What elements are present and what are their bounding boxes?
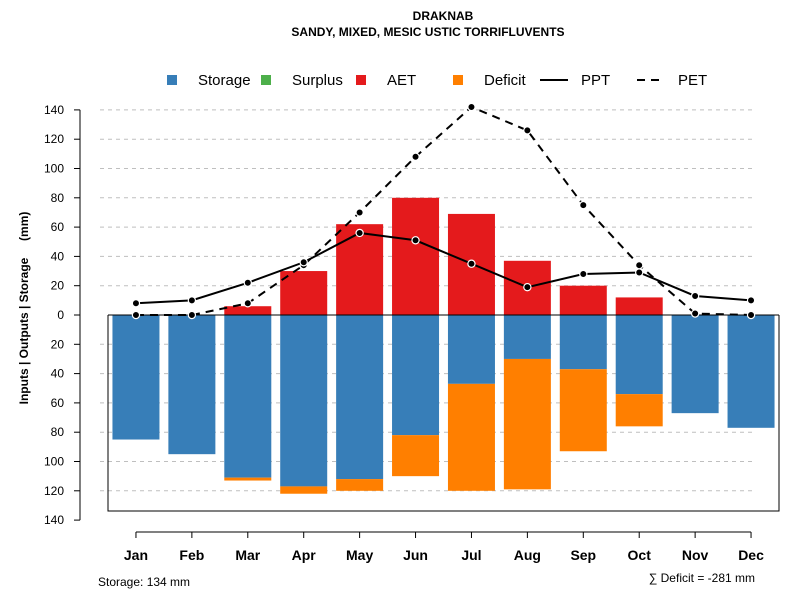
storage-footnote: Storage: 134 mm — [98, 575, 190, 589]
storage-bar-mar — [224, 315, 272, 478]
storage-bar-jun — [392, 315, 440, 436]
ppt-point-jun — [411, 236, 420, 245]
deficit-bar-oct — [615, 394, 663, 427]
pet-line — [135, 105, 752, 316]
deficit-footnote: ∑ Deficit = -281 mm — [649, 571, 755, 585]
x-tick-label-dec: Dec — [738, 547, 764, 563]
deficit-bar-may — [336, 479, 384, 491]
ppt-point-nov — [690, 291, 700, 301]
x-tick-label-nov: Nov — [682, 547, 709, 563]
x-tick-label-oct: Oct — [628, 547, 652, 563]
x-tick-label-feb: Feb — [179, 547, 204, 563]
aet-bar-oct — [615, 297, 663, 315]
x-tick-label-sep: Sep — [570, 547, 596, 563]
pet-point-sep — [579, 200, 588, 210]
y-tick-label: 140 — [44, 103, 64, 117]
x-tick-label-mar: Mar — [235, 547, 260, 563]
ppt-point-jan — [131, 299, 141, 308]
deficit-bar-jul — [447, 383, 495, 491]
y-tick-label: 100 — [44, 455, 64, 469]
x-tick-label-jan: Jan — [124, 547, 148, 563]
legend-swatch-deficit — [453, 75, 463, 85]
deficit-bar-apr — [280, 486, 328, 494]
x-tick-label-jun: Jun — [403, 547, 428, 563]
y-tick-label: 120 — [44, 484, 64, 498]
legend-swatch-surplus — [261, 75, 271, 85]
deficit-bar-aug — [503, 358, 551, 490]
legend: Storage Surplus AET Deficit PPT PET — [167, 72, 707, 89]
y-tick-label: 20 — [51, 337, 65, 351]
aet-bar-apr — [280, 271, 328, 315]
y-tick-label: 40 — [51, 367, 65, 381]
pet-point-dec — [746, 310, 756, 320]
y-tick-label: 20 — [51, 279, 65, 293]
aet-bar-sep — [559, 285, 607, 315]
x-tick-label-jul: Jul — [461, 547, 481, 563]
storage-bar-aug — [503, 315, 551, 359]
chart-subtitle: SANDY, MIXED, MESIC USTIC TORRIFLUVENTS — [291, 25, 564, 39]
storage-bar-jan — [112, 315, 160, 440]
ppt-point-sep — [579, 269, 588, 279]
deficit-bar-sep — [559, 369, 607, 452]
y-tick-label: 80 — [51, 425, 65, 439]
storage-bar-feb — [168, 315, 216, 455]
storage-bar-jul — [447, 315, 495, 384]
ppt-point-apr — [299, 258, 308, 267]
pet-point-jun — [411, 152, 420, 161]
ppt-point-aug — [523, 282, 532, 292]
pet-point-jan — [131, 310, 141, 320]
legend-label-surplus: Surplus — [292, 72, 343, 89]
storage-bar-oct — [615, 315, 663, 395]
y-axis-label: Inputs | Outputs | Storage (mm) — [17, 212, 31, 405]
legend-label-aet: AET — [387, 72, 416, 89]
deficit-bar-jun — [392, 435, 440, 477]
ppt-point-oct — [635, 268, 644, 277]
pet-point-feb — [187, 310, 197, 320]
x-tick-label-apr: Apr — [292, 547, 317, 563]
lines — [131, 102, 756, 320]
pet-point-aug — [523, 126, 532, 135]
y-tick-label: 40 — [51, 249, 65, 263]
pet-point-mar — [243, 299, 252, 308]
legend-swatch-aet — [356, 75, 366, 85]
bars — [112, 197, 775, 494]
ppt-line — [135, 231, 752, 305]
axes: 140 120 100 80 60 40 20 0 20 40 60 80 100 120 140 Jan Fe… — [44, 103, 780, 563]
legend-label-storage: Storage — [198, 72, 251, 89]
y-tick-label: 140 — [44, 513, 64, 527]
storage-bar-nov — [671, 315, 719, 414]
plot-frame — [107, 315, 780, 512]
deficit-bar-mar — [224, 477, 272, 481]
y-tick-label: 0 — [57, 308, 64, 322]
x-tick-label-may: May — [346, 547, 373, 563]
aet-bar-may — [336, 224, 384, 315]
y-tick-label: 60 — [51, 220, 65, 234]
ppt-point-jul — [467, 259, 476, 268]
pet-point-nov — [690, 309, 700, 318]
legend-swatch-storage — [167, 75, 177, 85]
y-tick-label: 100 — [44, 162, 64, 176]
storage-bar-apr — [280, 315, 328, 487]
x-tick-label-aug: Aug — [514, 547, 541, 563]
ppt-point-feb — [187, 296, 197, 305]
y-tick-label: 80 — [51, 191, 65, 205]
storage-bar-sep — [559, 315, 607, 370]
legend-label-ppt: PPT — [581, 72, 610, 89]
aet-bar-jun — [392, 197, 440, 315]
pet-point-oct — [635, 260, 644, 270]
y-tick-label: 60 — [51, 396, 65, 410]
aet-bar-mar — [224, 306, 272, 315]
pet-point-jul — [467, 102, 476, 112]
y-tick-label: 120 — [44, 132, 64, 146]
ppt-point-dec — [746, 296, 756, 305]
legend-label-pet: PET — [678, 72, 707, 89]
storage-bar-dec — [727, 315, 775, 428]
legend-label-deficit: Deficit — [484, 72, 527, 89]
chart-title: DRAKNAB — [413, 9, 474, 23]
storage-bar-may — [336, 315, 384, 480]
pet-point-may — [355, 208, 364, 217]
ppt-point-mar — [243, 278, 252, 287]
ppt-point-may — [355, 228, 364, 238]
